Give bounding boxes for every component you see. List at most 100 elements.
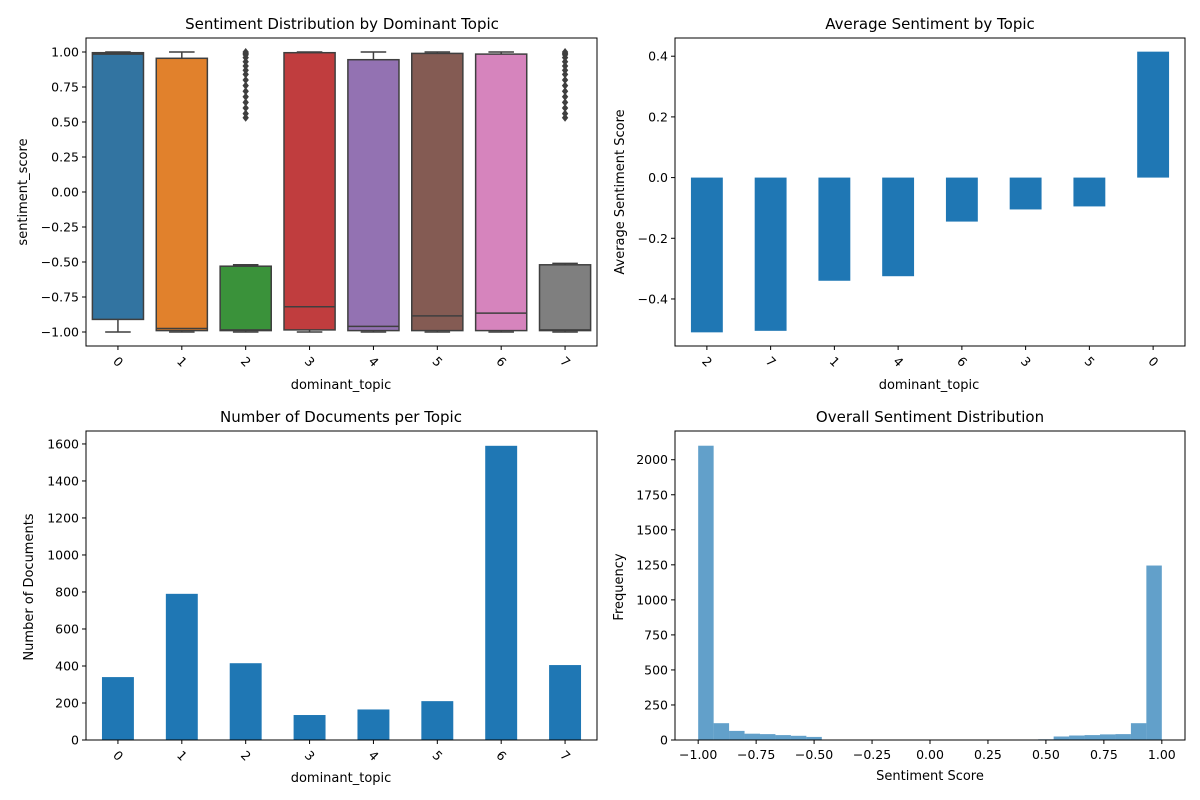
y-axis-ticks: −0.4 −0.2 0.0 0.2 0.4: [638, 49, 675, 306]
y-tick-label: 0.0: [648, 170, 668, 185]
y-tick-label: −0.4: [638, 291, 668, 306]
bar-topic-6: [485, 445, 518, 740]
histogram-bar: [806, 736, 822, 740]
y-tick-label: 1000: [47, 547, 79, 562]
y-tick-label: 1000: [636, 592, 668, 607]
y-tick-label: 400: [55, 658, 79, 673]
box-topic-1: [155, 57, 209, 332]
y-tick-label: −0.25: [41, 220, 79, 235]
y-tick-label: 0.50: [51, 115, 79, 130]
x-tick-label: −0.50: [795, 747, 833, 762]
y-tick-label: 0: [71, 733, 79, 748]
bar-topic-5: [1073, 177, 1106, 207]
outlier-point: [561, 62, 569, 70]
x-axis-label: dominant_topic: [291, 378, 392, 393]
box-topic-4: [347, 58, 400, 332]
x-tick-label: 1.00: [1148, 747, 1176, 762]
histogram-bar: [790, 735, 807, 740]
y-tick-label: 1250: [636, 557, 668, 572]
bar-topic-0: [1137, 51, 1170, 178]
bar-topic-2: [690, 177, 723, 333]
y-tick-label: −1.00: [41, 325, 79, 340]
outlier-point: [561, 81, 569, 90]
bar-topic-7: [754, 177, 787, 331]
y-tick-label: 200: [55, 695, 79, 710]
x-axis-label: dominant_topic: [879, 378, 980, 393]
y-tick-label: −0.75: [41, 290, 79, 305]
histogram-bar: [713, 723, 730, 740]
histogram-bar: [1146, 565, 1162, 740]
bar-topic-4: [882, 177, 915, 277]
y-tick-label: 1750: [636, 487, 668, 502]
histogram-bar: [1130, 723, 1147, 740]
y-axis-ticks: 0 250 500 750 1000 1250 1500 1750 2000: [636, 452, 675, 748]
box-topic-0: [91, 51, 145, 321]
outlier-point: [561, 70, 569, 79]
plot-area: [85, 430, 598, 741]
histogram-bar: [744, 733, 761, 740]
bar-topic-3: [293, 715, 326, 740]
x-tick-label: 0.00: [916, 747, 944, 762]
panel-title: Average Sentiment by Topic: [825, 15, 1035, 33]
histogram-bar: [1069, 735, 1085, 740]
bar-topic-3: [1009, 177, 1042, 210]
y-tick-label: 0: [660, 733, 668, 748]
outlier-point: [242, 57, 249, 66]
plot-area: [674, 430, 1186, 741]
outlier-point: [242, 92, 249, 101]
y-tick-label: 1500: [636, 522, 668, 537]
x-axis-ticks: −1.00 −0.75 −0.50 −0.25 0.00 0.25 0.50 0.75 1.00: [679, 740, 1176, 762]
outlier-point: [242, 48, 249, 56]
outlier-point: [561, 109, 569, 118]
y-axis-ticks: −1.00 −0.75 −0.50 −0.25 0.00 0.25 0.50 0.75 1.00: [41, 45, 86, 340]
panel-title: Number of Documents per Topic: [220, 408, 462, 426]
bar-topic-6: [945, 177, 978, 222]
histogram-bar: [760, 734, 776, 740]
y-tick-label: 750: [644, 627, 668, 642]
outlier-point: [561, 98, 569, 107]
x-tick-label: 0.75: [1090, 747, 1118, 762]
outlier-point: [242, 113, 249, 122]
y-tick-label: 0.75: [51, 80, 79, 95]
y-tick-label: 600: [55, 621, 79, 636]
y-axis-label: Average Sentiment Score: [613, 109, 628, 274]
x-axis-label: Sentiment Score: [876, 769, 984, 784]
histogram-bar: [1053, 736, 1070, 740]
histogram-bar: [1115, 734, 1131, 740]
panel-title: Sentiment Distribution by Dominant Topic: [185, 15, 499, 33]
axes-frame: [85, 430, 598, 741]
x-tick-label: 0.50: [1032, 747, 1060, 762]
bar-topic-4: [357, 709, 390, 740]
x-tick-label: 0.25: [974, 747, 1002, 762]
overall-sentiment-histogram-panel: Overall Sentiment Distribution −1.00 −0.7…: [612, 408, 1186, 784]
outlier-point: [561, 48, 569, 56]
bar-topic-7: [549, 665, 582, 740]
y-tick-label: 1400: [47, 473, 79, 488]
y-tick-label: 0.4: [648, 49, 668, 64]
outlier-point: [561, 66, 569, 75]
y-axis-label: Number of Documents: [22, 513, 37, 660]
outlier-point: [561, 87, 569, 96]
histogram-bar: [698, 445, 714, 740]
y-tick-label: 2000: [636, 452, 668, 467]
box-topic-7: [538, 264, 592, 332]
x-tick-label: −1.00: [679, 747, 717, 762]
bar-topic-5: [421, 701, 454, 740]
x-tick-label: −0.25: [853, 747, 891, 762]
y-tick-label: 800: [55, 584, 79, 599]
histogram-bar: [775, 735, 791, 740]
y-tick-label: 0.2: [648, 109, 668, 124]
box-topic-2: [219, 265, 272, 332]
outlier-point: [242, 87, 249, 96]
plot-area: [85, 37, 598, 347]
y-tick-label: 0.25: [51, 150, 79, 165]
y-tick-label: 0.00: [51, 185, 79, 200]
y-tick-label: −0.2: [638, 231, 668, 246]
outlier-point: [561, 57, 569, 66]
x-axis-label: dominant_topic: [291, 771, 392, 786]
outlier-point: [242, 70, 249, 79]
histogram-bar: [1099, 734, 1116, 740]
outlier-point: [561, 113, 569, 122]
